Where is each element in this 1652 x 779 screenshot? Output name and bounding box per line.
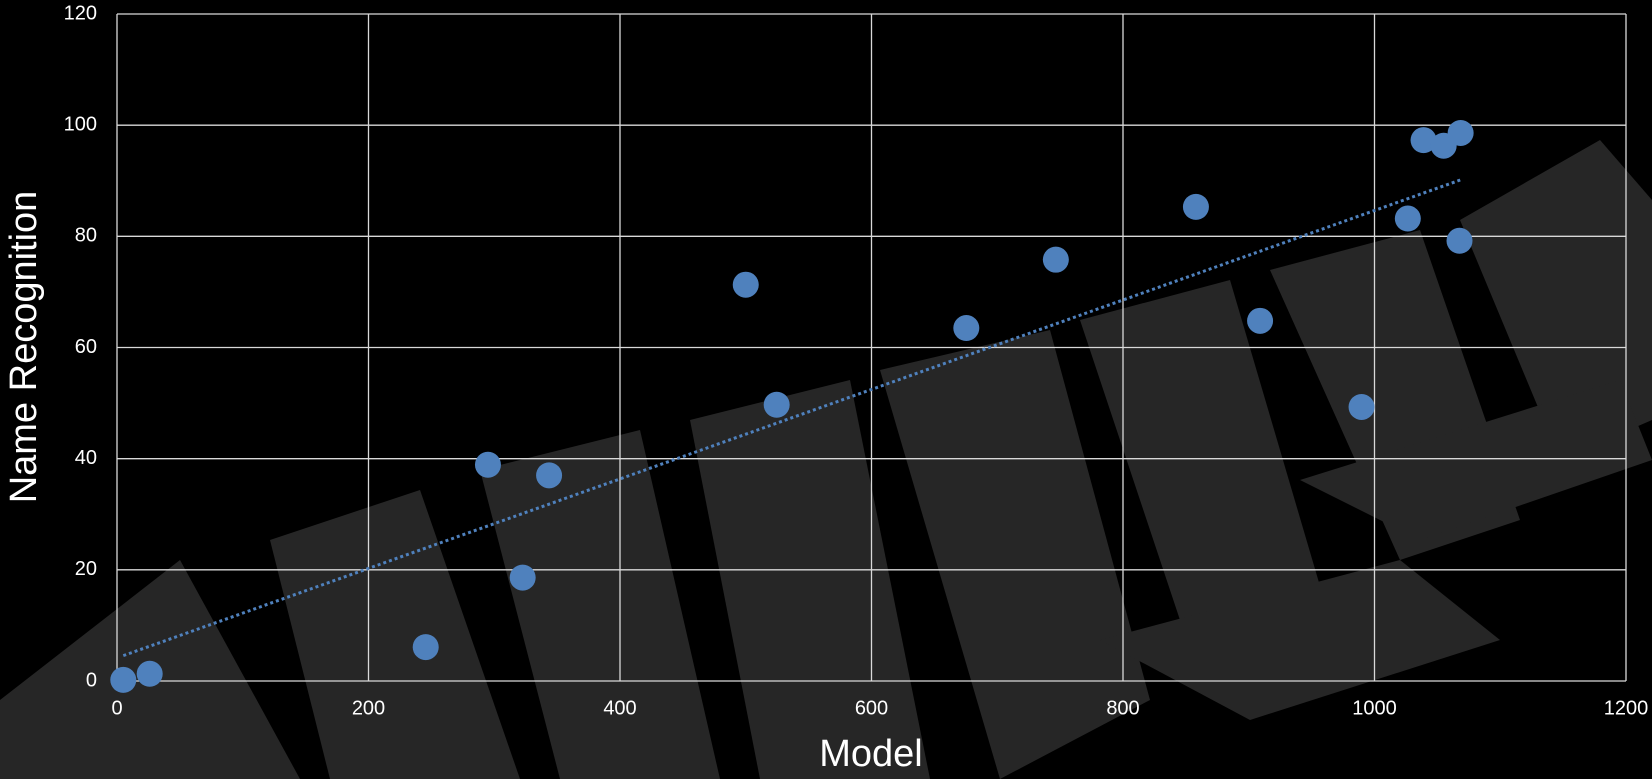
scatter-point [1042, 246, 1069, 273]
x-tick-label: 1000 [1352, 697, 1397, 719]
scatter-point [412, 634, 439, 661]
background-pattern [0, 140, 1652, 779]
scatter-point [1348, 393, 1375, 420]
y-tick-label: 40 [75, 447, 97, 469]
x-tick-label: 200 [352, 697, 385, 719]
y-tick-label: 20 [75, 558, 97, 580]
y-tick-label: 80 [75, 225, 97, 247]
scatter-point [732, 271, 759, 298]
trendline [122, 178, 1462, 658]
x-tick-label: 600 [855, 697, 888, 719]
y-tick-label: 60 [75, 336, 97, 358]
scatter-point [1247, 307, 1274, 334]
scatter-point [763, 391, 790, 418]
x-tick-label: 0 [111, 697, 122, 719]
scatter-point [536, 462, 563, 489]
scatter-point [136, 660, 163, 687]
x-tick-label: 800 [1106, 697, 1139, 719]
scatter-point [1410, 127, 1437, 154]
scatter-point [1446, 227, 1473, 254]
scatter-point [1182, 193, 1209, 220]
y-tick-label: 0 [86, 669, 97, 691]
scatter-point [474, 451, 501, 478]
y-tick-label: 120 [64, 2, 97, 24]
scatter-point [953, 315, 980, 342]
y-axis-title: Name Recognition [3, 191, 45, 504]
x-tick-label: 400 [603, 697, 636, 719]
scatter-point [509, 564, 536, 591]
x-axis-title: Model [819, 733, 923, 775]
x-tick-label: 1200 [1604, 697, 1649, 719]
y-tick-label: 100 [64, 113, 97, 135]
scatter-point [1394, 205, 1421, 232]
scatter-point [1447, 119, 1474, 146]
scatter-point [110, 666, 137, 693]
